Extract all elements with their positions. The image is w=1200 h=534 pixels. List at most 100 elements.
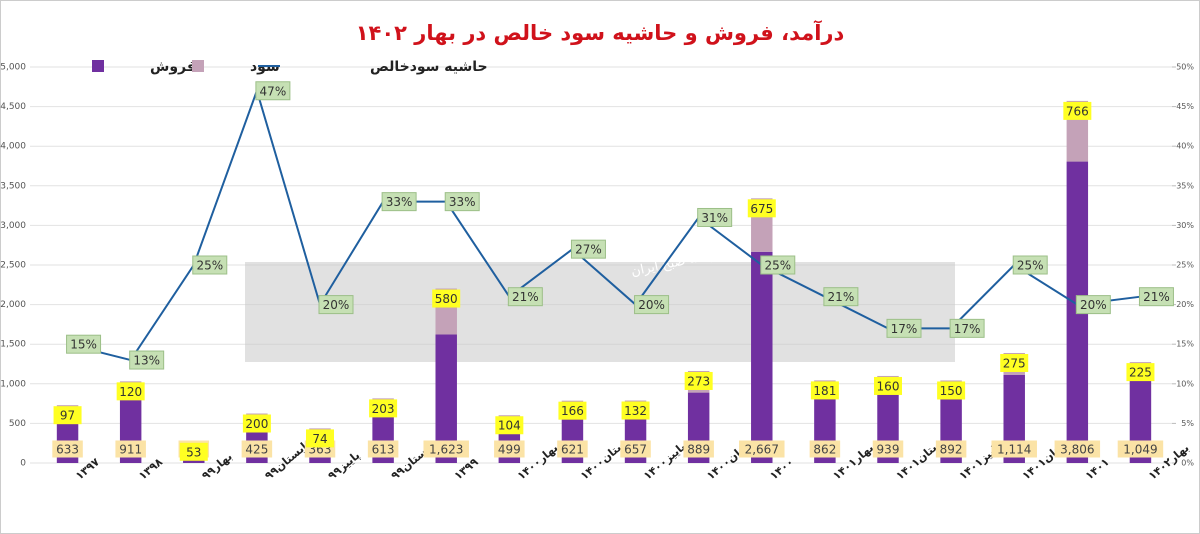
profit-label: 275 <box>1003 356 1026 370</box>
margin-label-bg <box>823 287 859 307</box>
margin-label-bg <box>949 318 985 338</box>
profit-label-bg <box>242 414 271 433</box>
profit-label-bg <box>810 381 839 400</box>
profit-label: 120 <box>119 385 142 399</box>
sales-label-bg <box>367 440 399 458</box>
margin-label-bg <box>318 295 354 315</box>
margin-label: 31% <box>701 211 728 225</box>
sales-label-bg <box>935 440 967 458</box>
margin-label-bg <box>255 81 291 101</box>
sales-label: 621 <box>561 443 584 457</box>
sales-label-bg <box>241 440 273 458</box>
margin-label: 25% <box>764 259 791 273</box>
watermark-band <box>245 262 955 362</box>
profit-label: 74 <box>312 432 327 446</box>
y-tick-label: 1,500 <box>0 340 26 350</box>
sales-label: 3,806 <box>1060 443 1094 457</box>
margin-label-bg <box>66 334 102 354</box>
sales-label-bg <box>683 440 714 458</box>
sales-label: 633 <box>56 443 79 457</box>
margin-label-bg <box>697 207 733 227</box>
margin-label-bg <box>1012 255 1048 275</box>
profit-label-bg <box>116 382 145 401</box>
bar-sales <box>751 251 773 463</box>
sales-label-bg <box>1054 440 1101 458</box>
y2-tick-label: 50% <box>1176 63 1194 72</box>
sales-label: 862 <box>813 443 836 457</box>
margin-label: 25% <box>196 259 223 273</box>
sales-label: 499 <box>498 443 521 457</box>
y-tick-label: 3,000 <box>0 221 26 231</box>
margin-label: 20% <box>638 298 665 312</box>
sales-label: 613 <box>372 443 395 457</box>
sales-label-bg <box>52 440 83 458</box>
margin-line <box>67 87 1141 362</box>
y2-tick-label: 15% <box>1176 340 1194 349</box>
profit-label-bg <box>53 406 82 425</box>
profit-label: 160 <box>877 379 900 393</box>
margin-label-bg <box>381 192 417 212</box>
profit-label-bg <box>495 416 524 435</box>
margin-label: 13% <box>133 354 160 368</box>
margin-label: 21% <box>828 290 855 304</box>
profit-label: 97 <box>60 409 75 423</box>
y2-tick-label: 0% <box>1181 459 1194 468</box>
sales-label: 1,623 <box>429 443 463 457</box>
margin-label: 17% <box>891 322 918 336</box>
sales-label: 939 <box>877 443 900 457</box>
sales-label-bg <box>1117 440 1164 458</box>
sales-label: 657 <box>624 443 647 457</box>
margin-label: 27% <box>575 243 602 257</box>
profit-label: 766 <box>1066 104 1089 118</box>
y-tick-label: 3,500 <box>0 181 26 191</box>
watermark: روزنامه صبح ایران <box>245 244 955 362</box>
sales-label: 1,114 <box>997 443 1031 457</box>
profit-label-bg <box>1063 101 1092 120</box>
margin-label: 25% <box>1017 259 1044 273</box>
profit-label-bg <box>874 376 902 395</box>
margin-label-bg <box>634 295 670 315</box>
sales-label: 892 <box>940 443 963 457</box>
margin-label-bg <box>507 287 543 307</box>
margin-label: 21% <box>512 290 539 304</box>
y-tick-label: 500 <box>9 419 26 429</box>
sales-label-bg <box>620 440 651 458</box>
sales-label-bg <box>557 440 588 458</box>
legend-label: فروش <box>150 59 196 75</box>
sales-label-bg <box>494 440 525 458</box>
y-tick-label: 0 <box>20 459 26 469</box>
margin-label-bg <box>192 255 228 275</box>
profit-label: 273 <box>687 374 710 388</box>
margin-label: 20% <box>323 298 350 312</box>
legend-label: حاشیه سودخالص <box>370 59 488 75</box>
y-tick-label: 5,000 <box>0 63 26 73</box>
y2-tick-label: 5% <box>1181 419 1194 428</box>
profit-label-bg <box>621 401 650 420</box>
sales-label-bg <box>739 440 785 458</box>
margin-label-bg <box>570 239 606 259</box>
profit-label: 104 <box>498 419 521 433</box>
sales-label-bg <box>809 440 841 458</box>
y2-tick-label: 10% <box>1176 379 1194 388</box>
profit-label-bg <box>1126 363 1155 382</box>
y-tick-label: 2,000 <box>0 300 26 310</box>
profit-label-bg <box>432 289 461 308</box>
margin-label-bg <box>444 192 480 212</box>
sales-label-bg <box>991 440 1037 458</box>
margin-label-bg <box>760 255 796 275</box>
profit-label-bg <box>937 381 966 400</box>
chart-title: درآمد، فروش و حاشیه سود خالص در بهار ۱۴۰… <box>356 20 845 45</box>
profit-label-bg <box>369 399 398 418</box>
margin-label-bg <box>1075 295 1111 315</box>
profit-label: 203 <box>372 402 395 416</box>
profit-label-bg <box>558 401 587 420</box>
profit-label: 181 <box>813 384 836 398</box>
sales-label: 889 <box>687 443 710 457</box>
y2-tick-label: 25% <box>1176 261 1194 270</box>
profit-label: 132 <box>624 404 647 418</box>
margin-label: 33% <box>449 195 476 209</box>
margin-label: 47% <box>260 84 287 98</box>
y-tick-label: 1,000 <box>0 379 26 389</box>
profit-label: 53 <box>186 445 201 459</box>
profit-label: 225 <box>1129 366 1152 380</box>
